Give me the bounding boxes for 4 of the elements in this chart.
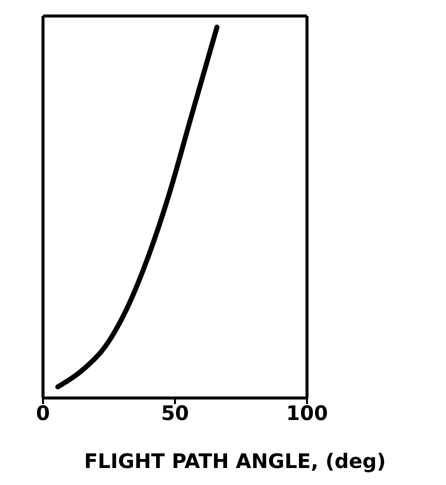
- x-tick-label: 50: [161, 401, 189, 426]
- x-tick-label: 100: [286, 401, 328, 426]
- x-tick-label: 0: [36, 401, 50, 426]
- x-axis-title: FLIGHT PATH ANGLE, (deg): [84, 449, 386, 473]
